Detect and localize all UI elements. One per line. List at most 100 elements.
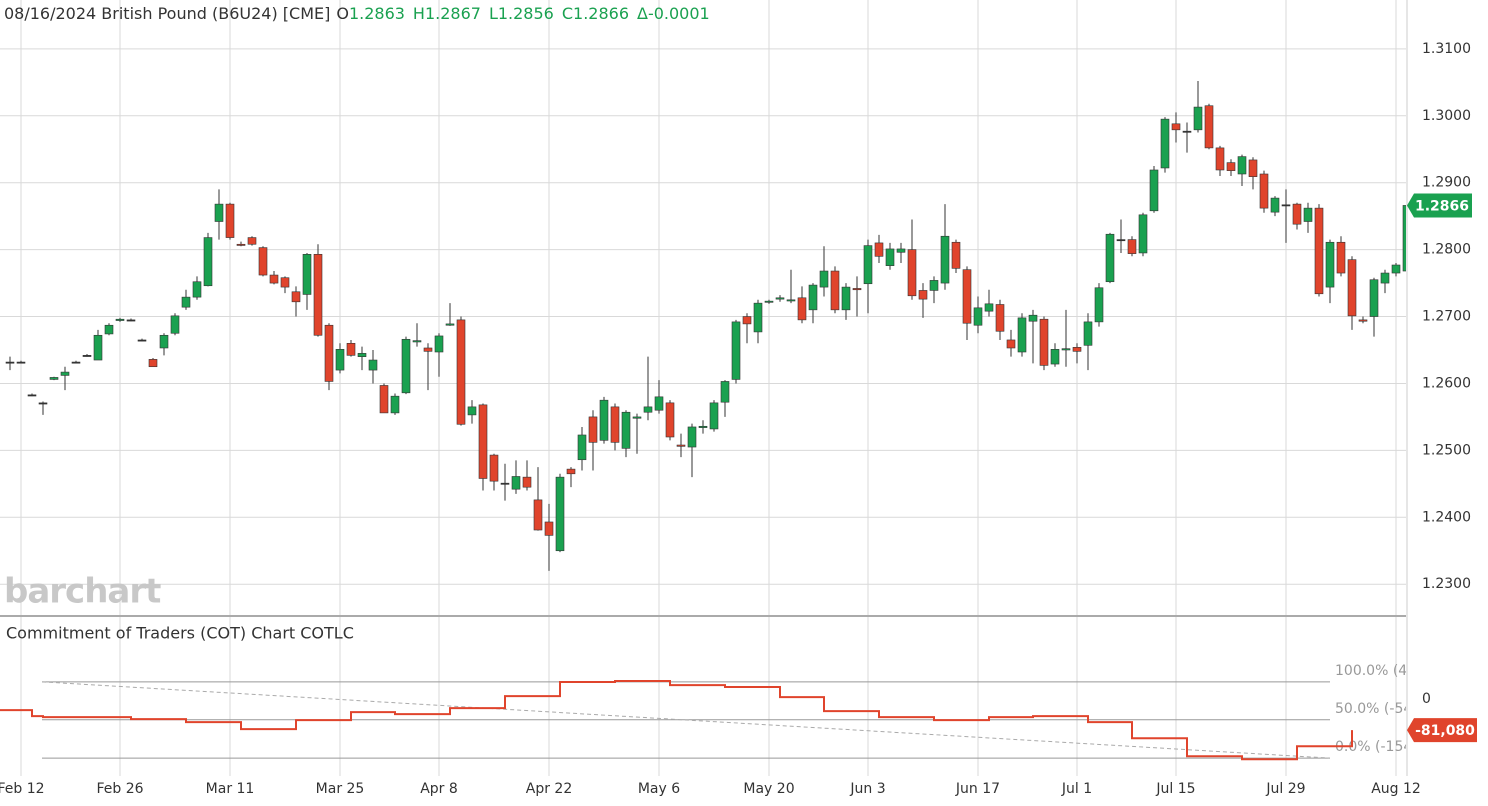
candle-body [1402, 205, 1406, 272]
candle-body [1292, 203, 1302, 225]
candle-body [401, 338, 411, 394]
candle-body [1325, 241, 1335, 288]
candle-body [379, 385, 389, 414]
candle-body [1050, 349, 1060, 365]
candle-body [1369, 279, 1379, 317]
candle-body [313, 253, 323, 336]
x-tick-label: Aug 12 [1371, 781, 1421, 797]
candle-body [907, 249, 917, 297]
candle-body [93, 334, 103, 361]
candle-body [610, 406, 620, 443]
candle-body [423, 347, 433, 352]
x-tick-label: Jul 15 [1155, 781, 1195, 797]
candle-body [500, 482, 510, 485]
candle-body [357, 353, 367, 357]
y-tick-label: 1.3000 [1422, 108, 1471, 124]
candle-body [918, 290, 928, 300]
candle-body [698, 425, 708, 428]
candle-body [159, 334, 169, 349]
trend-line [41, 681, 1331, 759]
candle-body [60, 371, 70, 376]
candle-body [1028, 314, 1038, 322]
candle-body [247, 237, 257, 245]
candle-body [599, 399, 609, 441]
cot-title: Commitment of Traders (COT) Chart COTLC [6, 624, 354, 643]
candle-body [1006, 339, 1016, 349]
candle-body [269, 274, 279, 284]
candle-body [49, 377, 59, 380]
x-tick-label: Apr 8 [420, 781, 458, 797]
candle-body [687, 426, 697, 448]
candle-body [1226, 162, 1236, 171]
candle-body [27, 394, 37, 397]
candle-body [302, 253, 312, 295]
x-tick-label: May 20 [743, 781, 794, 797]
chart-title: 08/16/2024 British Pound (B6U24) [CME] [4, 4, 330, 23]
candle-body [1171, 123, 1181, 131]
candle-body [885, 248, 895, 266]
candle-body [874, 242, 884, 257]
candle-body [1281, 204, 1291, 207]
candle-body [643, 406, 653, 413]
candle-body [1105, 233, 1115, 283]
candle-body [797, 297, 807, 321]
candle-body [1270, 197, 1280, 213]
candle-body [335, 349, 345, 371]
candle-body [236, 243, 246, 246]
price-badge [1407, 193, 1472, 218]
candle-body [104, 324, 114, 335]
candle-body [775, 297, 785, 300]
candle-body [390, 395, 400, 414]
candle-body [1336, 241, 1346, 274]
candle-body [1193, 106, 1203, 131]
candle-body [181, 296, 191, 308]
candle-body [1358, 319, 1368, 322]
candle-body [929, 280, 939, 291]
candle-body [863, 245, 873, 285]
candle-body [654, 396, 664, 411]
grid [0, 0, 1406, 776]
candle-body [16, 361, 26, 364]
quote-value: 1.2863 [349, 4, 405, 23]
candle-body [192, 281, 202, 298]
candle-body [555, 476, 565, 552]
candle-body [324, 324, 334, 382]
candle-body [819, 270, 829, 288]
candle-body [973, 307, 983, 326]
candle-body [1083, 321, 1093, 346]
candle-body [291, 291, 301, 303]
candle-body [1347, 259, 1357, 317]
candle-body [478, 404, 488, 479]
candle-body [368, 359, 378, 371]
candle-body [467, 406, 477, 416]
candle-body [1127, 239, 1137, 254]
level-label: 100.0% (45 [1335, 663, 1416, 679]
candle-body [1215, 147, 1225, 171]
candle-body [962, 269, 972, 324]
candle-body [1017, 317, 1027, 353]
candle-body [984, 303, 994, 312]
y-tick-label: 1.2700 [1422, 309, 1471, 325]
candle-body [577, 434, 587, 461]
y-tick-label: 1.2600 [1422, 375, 1471, 391]
candle-body [148, 359, 158, 368]
candle-body [632, 416, 642, 419]
candle-body [1391, 264, 1401, 274]
quote-label: C [562, 4, 573, 23]
candle-body [214, 203, 224, 222]
candle-body [995, 304, 1005, 332]
y-tick-label: 1.2800 [1422, 242, 1471, 258]
quote-label: L [489, 4, 498, 23]
x-tick-label: Apr 22 [526, 781, 572, 797]
y-tick-label: 1.2500 [1422, 442, 1471, 458]
candle-body [1380, 272, 1390, 284]
candle-body [1116, 239, 1126, 242]
candle-body [1303, 207, 1313, 222]
quote-value: 1.2856 [498, 4, 554, 23]
candle-body [1138, 214, 1148, 254]
candle-body [203, 237, 213, 287]
candle-body [588, 416, 598, 443]
